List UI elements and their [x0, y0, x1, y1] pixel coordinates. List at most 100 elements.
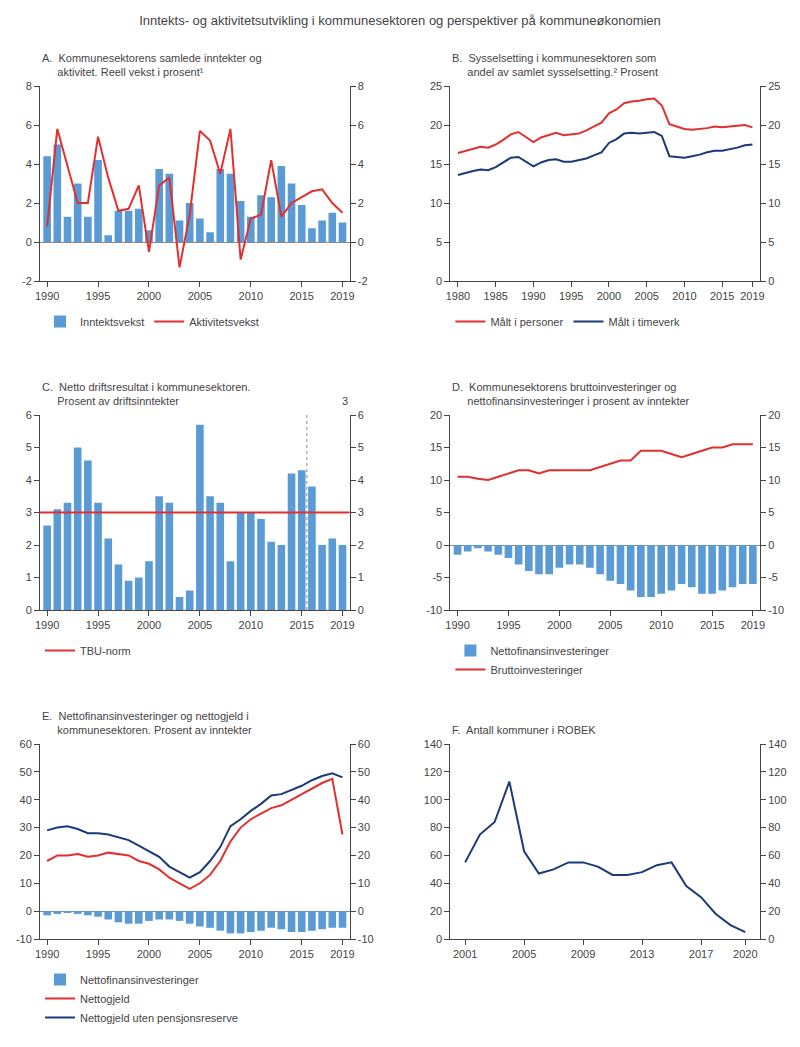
svg-text:80: 80 [430, 821, 442, 833]
svg-text:20: 20 [768, 905, 780, 917]
svg-text:10: 10 [768, 197, 780, 209]
svg-text:20: 20 [20, 849, 32, 861]
svg-text:60: 60 [358, 738, 370, 750]
svg-text:100: 100 [768, 794, 786, 806]
svg-text:Målt i personer: Målt i personer [490, 316, 563, 328]
svg-text:2005: 2005 [634, 290, 658, 302]
svg-text:1995: 1995 [86, 290, 110, 302]
svg-text:-10: -10 [768, 604, 784, 616]
svg-text:5: 5 [768, 236, 774, 248]
svg-text:60: 60 [768, 849, 780, 861]
svg-text:2019: 2019 [740, 290, 764, 302]
svg-text:2005: 2005 [188, 619, 212, 631]
svg-text:8: 8 [358, 80, 364, 92]
svg-text:D. Kommunesektorens bruttoinv: D. Kommunesektorens bruttoinvesteringer … [452, 381, 690, 407]
svg-text:Nettogjeld: Nettogjeld [80, 993, 130, 1005]
svg-text:-5: -5 [432, 571, 442, 583]
svg-text:2000: 2000 [597, 290, 621, 302]
svg-text:2005: 2005 [598, 619, 622, 631]
svg-text:1995: 1995 [86, 948, 110, 960]
svg-text:80: 80 [768, 821, 780, 833]
svg-text:Aktivitetsvekst: Aktivitetsvekst [189, 316, 259, 328]
svg-text:-10: -10 [426, 604, 442, 616]
svg-text:-2: -2 [22, 275, 32, 287]
svg-text:140: 140 [768, 738, 786, 750]
svg-text:2005: 2005 [188, 948, 212, 960]
svg-text:15: 15 [768, 158, 780, 170]
svg-text:1995: 1995 [86, 619, 110, 631]
svg-text:Nettofinansinvesteringer: Nettofinansinvesteringer [490, 645, 609, 657]
svg-text:2020: 2020 [733, 948, 757, 960]
svg-text:C. Netto driftsresultat i kom: C. Netto driftsresultat i kommunesektore… [42, 381, 250, 407]
svg-text:4: 4 [26, 158, 32, 170]
svg-text:0: 0 [768, 275, 774, 287]
svg-text:-2: -2 [358, 275, 368, 287]
svg-text:2010: 2010 [239, 948, 263, 960]
svg-text:2017: 2017 [689, 948, 713, 960]
svg-text:0: 0 [768, 933, 774, 945]
svg-text:6: 6 [358, 119, 364, 131]
svg-text:60: 60 [430, 849, 442, 861]
svg-text:Inntektsvekst: Inntektsvekst [80, 316, 144, 328]
svg-text:2010: 2010 [649, 619, 673, 631]
svg-text:10: 10 [768, 474, 780, 486]
svg-text:15: 15 [430, 158, 442, 170]
svg-text:2: 2 [358, 197, 364, 209]
svg-text:20: 20 [430, 119, 442, 131]
svg-text:2000: 2000 [547, 619, 571, 631]
svg-text:B. Sysselsetting i kommunesek: B. Sysselsetting i kommunesektoren som a… [452, 52, 658, 78]
svg-text:2000: 2000 [137, 290, 161, 302]
svg-text:-5: -5 [768, 571, 778, 583]
svg-text:10: 10 [430, 197, 442, 209]
svg-text:5: 5 [436, 236, 442, 248]
svg-text:25: 25 [768, 80, 780, 92]
svg-text:Nettofinansinvesteringer: Nettofinansinvesteringer [80, 974, 199, 986]
svg-text:3: 3 [358, 506, 364, 518]
svg-text:3: 3 [342, 395, 348, 407]
svg-text:15: 15 [768, 441, 780, 453]
svg-text:30: 30 [358, 821, 370, 833]
svg-text:4: 4 [358, 474, 364, 486]
svg-text:Bruttoinvesteringer: Bruttoinvesteringer [490, 664, 583, 676]
svg-text:-10: -10 [358, 933, 374, 945]
svg-text:0: 0 [436, 275, 442, 287]
svg-text:40: 40 [430, 877, 442, 889]
svg-text:4: 4 [26, 474, 32, 486]
svg-text:0: 0 [436, 933, 442, 945]
svg-text:5: 5 [436, 506, 442, 518]
svg-text:1990: 1990 [35, 948, 59, 960]
svg-text:140: 140 [424, 738, 442, 750]
svg-text:1990: 1990 [35, 290, 59, 302]
svg-text:40: 40 [358, 794, 370, 806]
svg-text:1: 1 [26, 571, 32, 583]
svg-text:E. Nettofinansinvesteringer o: E. Nettofinansinvesteringer og nettogjel… [42, 710, 252, 736]
svg-text:2010: 2010 [239, 619, 263, 631]
svg-text:50: 50 [20, 766, 32, 778]
svg-text:6: 6 [358, 409, 364, 421]
svg-text:1: 1 [358, 571, 364, 583]
svg-text:2010: 2010 [239, 290, 263, 302]
svg-text:0: 0 [358, 905, 364, 917]
svg-text:TBU-norm: TBU-norm [80, 645, 131, 657]
svg-text:3: 3 [26, 506, 32, 518]
svg-text:0: 0 [26, 236, 32, 248]
svg-text:Nettogjeld uten pensjonsreserv: Nettogjeld uten pensjonsreserve [80, 1012, 238, 1024]
svg-text:2015: 2015 [700, 619, 724, 631]
svg-text:20: 20 [430, 409, 442, 421]
svg-text:2019: 2019 [330, 948, 354, 960]
svg-text:15: 15 [430, 441, 442, 453]
svg-text:40: 40 [20, 794, 32, 806]
svg-text:10: 10 [20, 877, 32, 889]
svg-text:30: 30 [20, 821, 32, 833]
svg-text:Inntekts- og aktivitetsutvikli: Inntekts- og aktivitetsutvikling i kommu… [139, 13, 661, 28]
svg-text:A. Kommunesektorens samlede i: A. Kommunesektorens samlede inntekter og… [42, 52, 262, 78]
svg-text:2005: 2005 [512, 948, 536, 960]
svg-text:10: 10 [358, 877, 370, 889]
svg-text:0: 0 [26, 905, 32, 917]
svg-text:20: 20 [768, 119, 780, 131]
svg-text:10: 10 [430, 474, 442, 486]
svg-text:60: 60 [20, 738, 32, 750]
svg-text:40: 40 [768, 877, 780, 889]
svg-text:2: 2 [26, 197, 32, 209]
svg-text:2: 2 [358, 539, 364, 551]
